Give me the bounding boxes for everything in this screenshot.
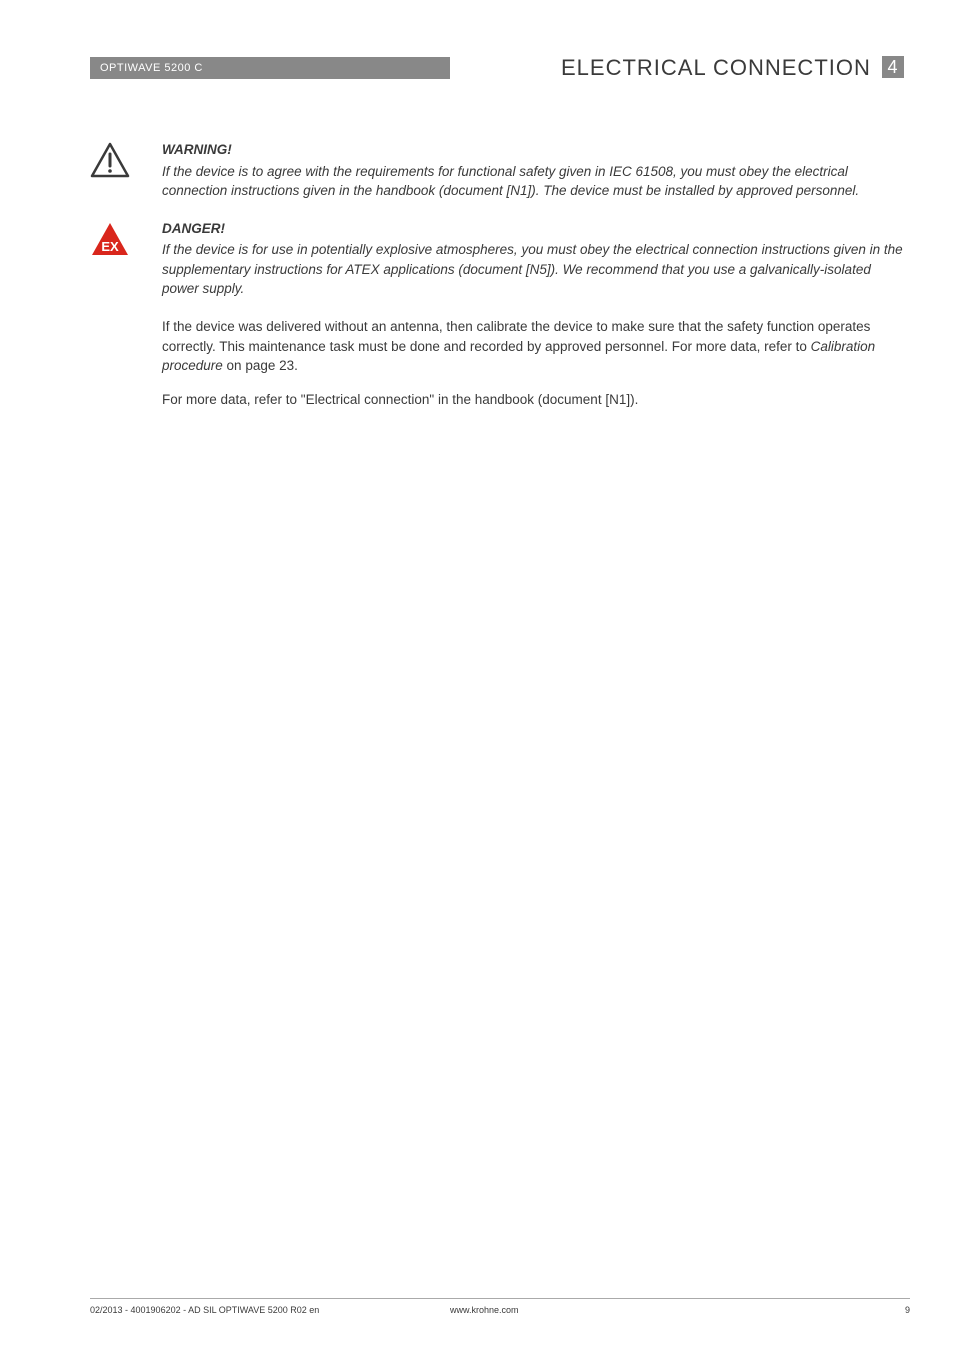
warning-text: WARNING! If the device is to agree with … bbox=[162, 140, 910, 201]
calibration-paragraph: If the device was delivered without an a… bbox=[162, 317, 910, 376]
icon-column bbox=[90, 140, 162, 201]
footer-doc-id: 02/2013 - 4001906202 - AD SIL OPTIWAVE 5… bbox=[90, 1305, 450, 1315]
svg-text:EX: EX bbox=[101, 239, 119, 254]
warning-triangle-icon bbox=[90, 142, 130, 178]
warning-title: WARNING! bbox=[162, 140, 910, 160]
handbook-paragraph: For more data, refer to "Electrical conn… bbox=[162, 390, 910, 410]
page-footer: 02/2013 - 4001906202 - AD SIL OPTIWAVE 5… bbox=[90, 1298, 910, 1315]
header-bar: OPTIWAVE 5200 C ELECTRICAL CONNECTION 4 bbox=[90, 56, 910, 80]
section-title: ELECTRICAL CONNECTION 4 bbox=[450, 55, 910, 81]
danger-text: DANGER! If the device is for use in pote… bbox=[162, 219, 910, 299]
warning-body: If the device is to agree with the requi… bbox=[162, 162, 910, 201]
content-area: WARNING! If the device is to agree with … bbox=[90, 140, 910, 441]
section-number-badge: 4 bbox=[882, 56, 904, 78]
icon-column: EX bbox=[90, 219, 162, 299]
footer-page-number: 9 bbox=[870, 1305, 910, 1315]
danger-body: If the device is for use in potentially … bbox=[162, 240, 910, 299]
info-text: If the device was delivered without an a… bbox=[162, 317, 910, 423]
danger-title: DANGER! bbox=[162, 219, 910, 239]
info-block: If the device was delivered without an a… bbox=[90, 317, 910, 423]
product-label: OPTIWAVE 5200 C bbox=[90, 57, 450, 79]
footer-url: www.krohne.com bbox=[450, 1305, 870, 1315]
ex-triangle-icon: EX bbox=[90, 221, 130, 257]
warning-block: WARNING! If the device is to agree with … bbox=[90, 140, 910, 201]
danger-block: EX DANGER! If the device is for use in p… bbox=[90, 219, 910, 299]
